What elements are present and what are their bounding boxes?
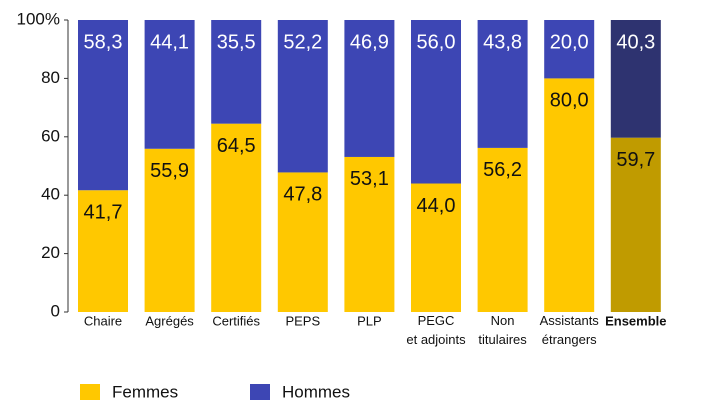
x-tick-label: Chaire (84, 313, 122, 328)
legend-swatch (250, 384, 270, 400)
value-label: 58,3 (84, 31, 123, 53)
bar-segment (411, 20, 461, 184)
value-label: 80,0 (550, 90, 589, 112)
value-label: 56,2 (483, 159, 522, 181)
x-tick-label: Certifiés (212, 313, 260, 328)
bar-segment (411, 183, 461, 312)
value-label: 59,7 (616, 149, 655, 171)
x-tick-label: PEPS (285, 313, 320, 328)
value-label: 20,0 (550, 31, 589, 53)
value-label: 53,1 (350, 168, 389, 190)
y-tick-label: 40 (41, 185, 60, 204)
value-label: 55,9 (150, 160, 189, 182)
bar-segment (544, 78, 595, 313)
bar-segment (477, 147, 528, 312)
value-label: 64,5 (217, 135, 256, 157)
y-tick-label: 20 (41, 243, 60, 262)
value-label: 52,2 (283, 31, 322, 53)
value-label: 43,8 (483, 31, 522, 53)
value-label: 47,8 (283, 184, 322, 206)
bar-segment (477, 20, 528, 148)
y-tick-label: 80 (41, 68, 60, 87)
value-label: 35,5 (217, 31, 256, 53)
y-tick-label: 0 (51, 301, 60, 320)
legend-swatch (80, 384, 100, 400)
bar-segment (211, 20, 262, 124)
value-label: 46,9 (350, 31, 389, 53)
bar-segment (78, 20, 128, 191)
x-tick-label: PEGC et adjoints (406, 313, 466, 347)
bar-segment (144, 148, 195, 312)
x-tick-label: Non titulaires (478, 313, 527, 347)
bar-segment (78, 190, 128, 312)
y-tick-label: 100% (17, 9, 60, 28)
bar-segment (277, 172, 328, 312)
value-label: 56,0 (417, 31, 456, 53)
value-label: 41,7 (84, 202, 123, 224)
x-tick-label: Ensemble (605, 313, 666, 328)
bar-segment (344, 20, 395, 157)
legend-label: Hommes (282, 382, 350, 401)
bar-segment (211, 123, 262, 312)
bar-segment (610, 20, 661, 138)
bar-segment (610, 137, 661, 312)
x-tick-label: PLP (357, 313, 382, 328)
value-label: 44,1 (150, 31, 189, 53)
x-tick-label: Assistants étrangers (540, 313, 600, 347)
bar-segment (144, 20, 195, 149)
legend-label: Femmes (112, 382, 178, 401)
value-label: 40,3 (616, 31, 655, 53)
x-tick-label: Agrégés (145, 313, 194, 328)
bar-segment (277, 20, 328, 173)
bar-segment (544, 20, 595, 79)
value-label: 44,0 (417, 195, 456, 217)
bar-segment (344, 156, 395, 312)
y-tick-label: 60 (41, 126, 60, 145)
